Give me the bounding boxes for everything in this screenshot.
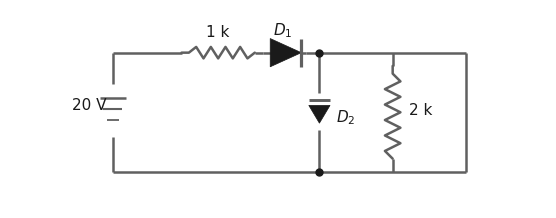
Polygon shape bbox=[309, 105, 330, 123]
Text: 20 V: 20 V bbox=[72, 98, 106, 113]
Polygon shape bbox=[270, 39, 301, 67]
Text: 1 k: 1 k bbox=[206, 25, 230, 40]
Text: 2 k: 2 k bbox=[409, 103, 433, 118]
Text: $D_1$: $D_1$ bbox=[273, 22, 292, 40]
Text: $D_2$: $D_2$ bbox=[336, 108, 355, 127]
